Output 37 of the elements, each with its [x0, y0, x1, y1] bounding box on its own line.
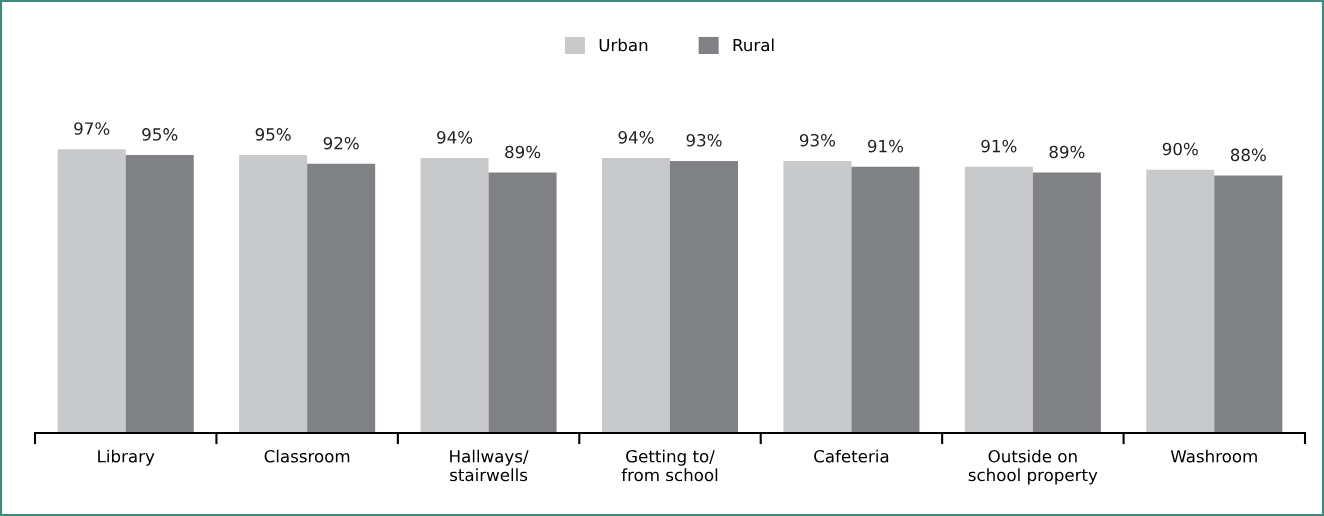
bar — [1146, 169, 1215, 433]
x-tick-label: Washroom — [1170, 449, 1257, 463]
bar — [783, 160, 852, 433]
bar — [420, 157, 489, 433]
data-label: 92% — [323, 136, 359, 150]
data-label: 89% — [505, 145, 541, 159]
bar — [851, 166, 920, 433]
data-label: 94% — [437, 131, 473, 144]
legend-label: Rural — [733, 38, 774, 52]
bar — [1214, 175, 1283, 433]
bar — [307, 163, 376, 433]
data-label: 97% — [74, 122, 110, 135]
bar — [964, 166, 1033, 433]
data-label: 95% — [255, 128, 291, 141]
data-label: 88% — [1230, 148, 1266, 162]
data-label: 89% — [1049, 145, 1085, 159]
data-label: 93% — [799, 133, 836, 147]
x-tick-label: Library — [98, 449, 155, 466]
data-label: 91% — [981, 139, 1017, 153]
bar — [1032, 172, 1101, 433]
bar — [488, 172, 557, 433]
data-label: 90% — [1162, 142, 1198, 156]
bar — [239, 155, 308, 433]
x-tick-label: Getting to/ from school — [621, 449, 718, 482]
bar — [57, 149, 126, 433]
x-tick-label: Cafeteria — [814, 449, 889, 463]
data-label: 94% — [618, 131, 654, 144]
x-tick-label: Outside on school property — [968, 449, 1098, 485]
bar — [125, 155, 194, 433]
x-tick-label: Classroom — [264, 449, 350, 463]
data-label: 93% — [686, 133, 722, 147]
data-label: 91% — [867, 139, 904, 153]
data-label: 95% — [142, 128, 178, 141]
bar — [601, 157, 670, 433]
bar — [670, 160, 739, 433]
x-tick-label: Hallways/ stairwells — [450, 449, 529, 482]
legend-label: Urban — [599, 38, 648, 52]
